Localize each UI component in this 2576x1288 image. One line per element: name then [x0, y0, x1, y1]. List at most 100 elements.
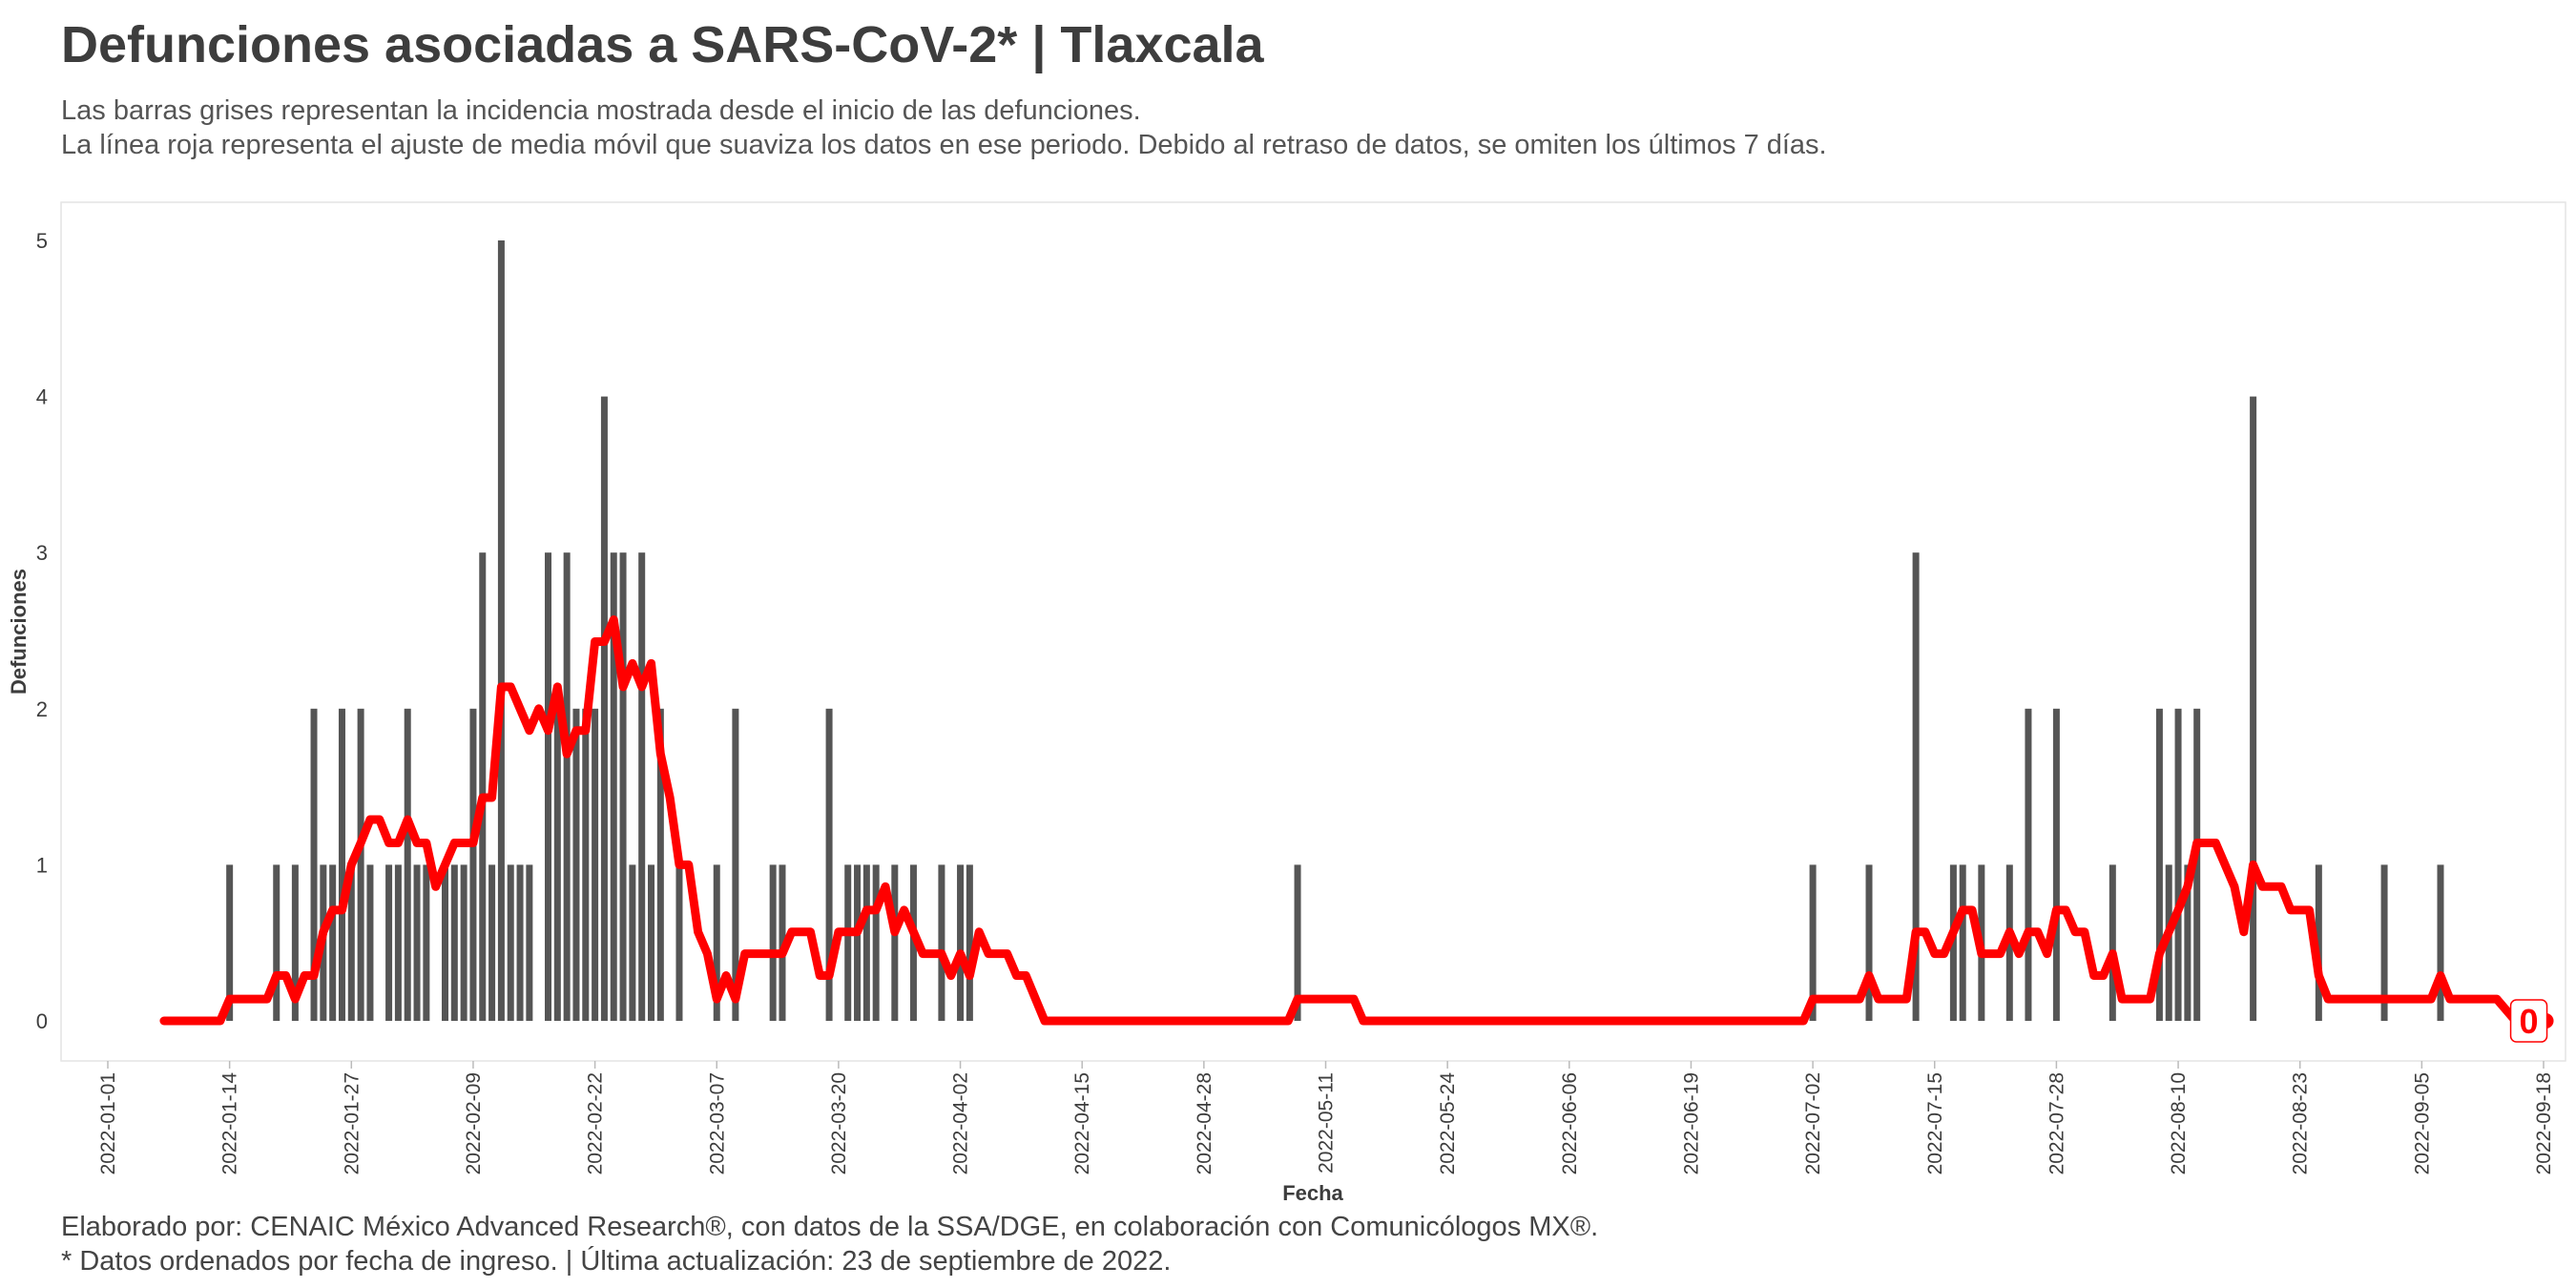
bar	[638, 552, 646, 1021]
chart-subtitle: Las barras grises representan la inciden…	[61, 93, 1827, 162]
bar	[2437, 864, 2444, 1021]
end-label: 0	[2509, 999, 2548, 1043]
caption-line-2: * Datos ordenados por fecha de ingreso. …	[61, 1246, 1172, 1277]
bar	[854, 864, 862, 1021]
bar	[825, 708, 833, 1021]
end-label-text: 0	[2520, 1002, 2539, 1041]
bar	[909, 864, 917, 1021]
x-tick-label: 2022-01-14	[219, 1072, 241, 1175]
bar	[769, 864, 777, 1021]
bar	[610, 552, 617, 1021]
bar	[648, 864, 655, 1021]
chart-caption: Elaborado por: CENAIC México Advanced Re…	[61, 1210, 1598, 1278]
y-tick-label: 4	[36, 385, 48, 409]
bar	[966, 864, 973, 1021]
bar	[357, 708, 364, 1021]
y-tick-label: 1	[36, 853, 48, 877]
bar	[1959, 864, 1966, 1021]
bar	[366, 864, 374, 1021]
bar	[2315, 864, 2322, 1021]
bar	[2005, 864, 2013, 1021]
bar	[545, 552, 552, 1021]
bar	[497, 240, 505, 1021]
bar	[469, 708, 477, 1021]
x-tick-label: 2022-04-28	[1194, 1072, 1215, 1174]
y-tick-label: 3	[36, 541, 48, 565]
subtitle-line-2: La línea roja representa el ajuste de me…	[61, 130, 1827, 160]
x-tick-label: 2022-03-07	[706, 1072, 728, 1174]
bar	[2174, 708, 2182, 1021]
x-tick-label: 2022-09-05	[2411, 1072, 2433, 1174]
bar	[2250, 396, 2257, 1022]
bar	[2052, 708, 2060, 1021]
end-label-box	[2509, 999, 2548, 1043]
bar	[675, 864, 683, 1021]
bar	[563, 552, 571, 1021]
bar	[394, 864, 402, 1021]
bar	[656, 708, 664, 1021]
bar	[2155, 708, 2163, 1021]
bar	[1912, 552, 1920, 1021]
bar	[629, 864, 636, 1021]
bar	[1865, 864, 1873, 1021]
bar	[732, 708, 739, 1021]
bar	[844, 864, 852, 1021]
bar	[441, 864, 448, 1021]
x-tick-label: 2022-01-27	[341, 1072, 363, 1174]
x-tick-label: 2022-06-06	[1559, 1072, 1581, 1174]
bar	[488, 864, 496, 1021]
bar	[872, 864, 880, 1021]
x-tick-label: 2022-07-02	[1802, 1072, 1824, 1174]
bar	[619, 552, 627, 1021]
bar	[404, 708, 411, 1021]
bar	[450, 864, 458, 1021]
bar	[329, 864, 337, 1021]
bar	[423, 864, 430, 1021]
bar	[413, 864, 421, 1021]
bar	[385, 864, 393, 1021]
bar	[226, 864, 234, 1021]
bar	[516, 864, 524, 1021]
x-tick-label: 2022-08-23	[2290, 1072, 2312, 1174]
bar	[479, 552, 487, 1021]
bar	[779, 864, 786, 1021]
bar	[460, 864, 467, 1021]
x-tick-label: 2022-04-15	[1071, 1072, 1093, 1174]
bar	[526, 864, 533, 1021]
y-tick-label: 5	[36, 229, 48, 253]
y-axis-ticks: 0 1 2 3 4 5	[36, 229, 48, 1033]
bar	[582, 708, 590, 1021]
bar	[2109, 864, 2116, 1021]
x-tick-label: 2022-01-01	[97, 1072, 119, 1174]
bars	[226, 240, 2444, 1022]
bar	[291, 864, 299, 1021]
subtitle-line-1: Las barras grises representan la inciden…	[61, 95, 1141, 126]
x-tick-label: 2022-07-28	[2046, 1072, 2067, 1174]
x-tick-label: 2022-03-20	[828, 1072, 850, 1174]
bar	[2380, 864, 2388, 1021]
bar	[600, 396, 608, 1022]
y-tick-label: 0	[36, 1009, 48, 1033]
bar	[713, 864, 720, 1021]
bar	[347, 864, 355, 1021]
y-tick-label: 2	[36, 697, 48, 721]
x-tick-label: 2022-02-09	[463, 1072, 485, 1174]
bar	[273, 864, 280, 1021]
x-tick-label: 2022-02-22	[585, 1072, 607, 1174]
x-tick-label: 2022-05-11	[1316, 1072, 1338, 1174]
x-tick-label: 2022-09-18	[2533, 1072, 2555, 1174]
bar	[338, 708, 345, 1021]
bar	[891, 864, 899, 1021]
bar	[1809, 864, 1817, 1021]
y-axis-label: Defunciones	[7, 569, 31, 695]
x-axis-label: Fecha	[1282, 1181, 1343, 1205]
caption-line-1: Elaborado por: CENAIC México Advanced Re…	[61, 1212, 1599, 1242]
bar	[1949, 864, 1957, 1021]
plot-panel	[60, 201, 2566, 1062]
x-tick-label: 2022-06-19	[1680, 1072, 1702, 1174]
x-tick-label: 2022-08-10	[2168, 1072, 2190, 1174]
moving-average-line	[159, 615, 2521, 1026]
x-axis-ticks: 2022-01-01 2022-01-14 2022-01-27 2022-02-09…	[97, 1061, 2555, 1174]
bar	[572, 708, 580, 1021]
